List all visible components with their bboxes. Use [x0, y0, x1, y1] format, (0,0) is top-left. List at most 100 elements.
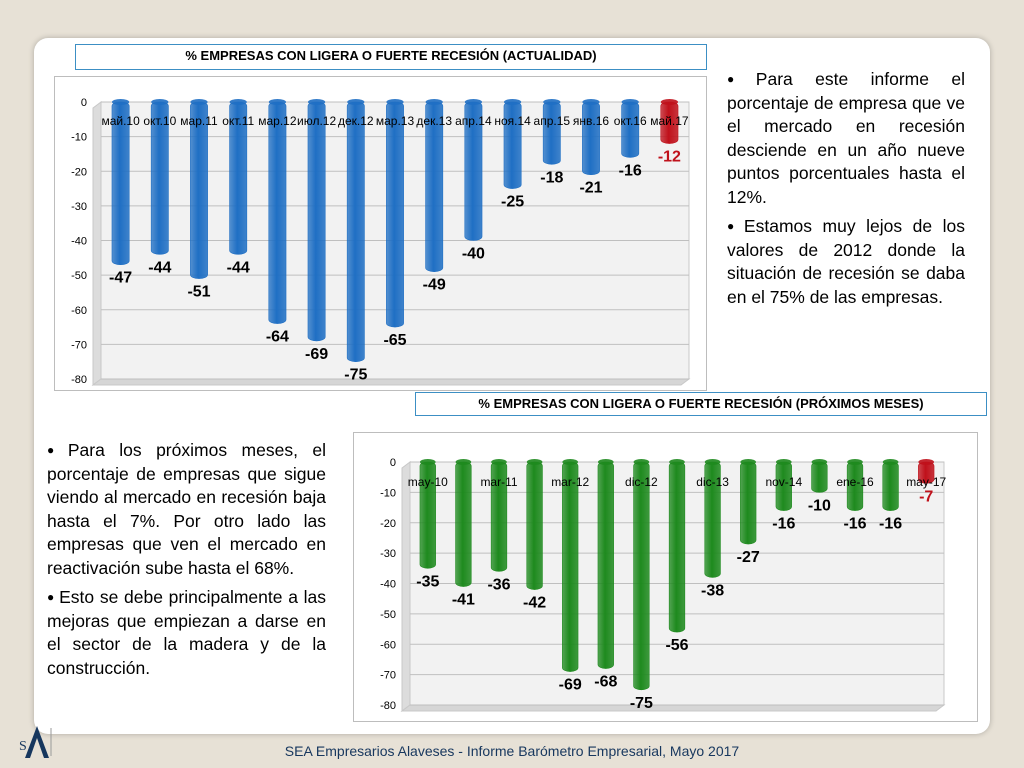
x-tick-label: янв.16 — [573, 114, 610, 128]
bar-cap — [307, 99, 326, 105]
data-label: -38 — [701, 582, 724, 599]
bullet-top-1-text: Para este informe el porcentaje de empre… — [727, 69, 966, 207]
bar-cap — [918, 459, 935, 465]
x-tick-label: dic-13 — [696, 475, 729, 489]
x-tick-label: апр.15 — [534, 114, 571, 128]
chart-current: 0 -10 -20 -30 -40 -50 -60 -70 -80 май.10 -47 окт.10… — [54, 76, 707, 391]
plot-floor — [91, 378, 691, 386]
y-tick-label: -80 — [380, 700, 396, 712]
data-label: -75 — [630, 695, 653, 712]
data-label: -51 — [187, 284, 210, 301]
bar-cap — [455, 459, 472, 465]
y-tick-label: -50 — [71, 270, 87, 282]
data-label: -75 — [344, 367, 367, 384]
data-label: -49 — [423, 277, 446, 294]
y-tick-label: -40 — [380, 579, 396, 591]
bullet-top-2-text: Estamos muy lejos de los valores de 2012… — [727, 216, 965, 307]
bar — [633, 461, 650, 691]
bar — [386, 101, 404, 328]
data-label: -18 — [540, 169, 563, 186]
data-label: -16 — [619, 162, 642, 179]
data-label: -69 — [305, 346, 328, 363]
x-tick-label: ene-16 — [836, 475, 874, 489]
data-label: -21 — [579, 180, 602, 197]
bar-cap — [660, 99, 679, 105]
bar — [268, 101, 287, 324]
y-tick-label: -10 — [71, 132, 87, 144]
y-tick-label: -70 — [380, 670, 396, 682]
bar-cap — [347, 99, 365, 105]
bullet-bottom-2: ● Esto se debe principalmente a las mejor… — [47, 586, 326, 680]
chart-title-next: % EMPRESAS CON LIGERA O FUERTE RECESIÓN … — [415, 392, 987, 416]
bullet-bottom-1-text: Para los próximos meses, el porcentaje d… — [47, 440, 326, 578]
chart-next-svg: 0 -10 -20 -30 -40 -50 -60 -70 -80 may-10 -35 -41 mar… — [380, 457, 947, 712]
bullet-dot-icon: ● — [727, 219, 740, 233]
bar-cap — [464, 99, 483, 105]
x-tick-label: mar-11 — [480, 475, 517, 489]
bar-cap — [562, 459, 579, 465]
data-label: -47 — [109, 270, 132, 287]
bar-cap — [621, 99, 639, 105]
data-label: -7 — [919, 488, 933, 505]
bullet-bottom-1: ● Para los próximos meses, el porcentaje … — [47, 439, 326, 580]
x-tick-label: дек.12 — [338, 114, 374, 128]
bar — [668, 461, 686, 633]
bar-cap — [268, 99, 287, 105]
x-tick-label: may-17 — [906, 475, 946, 489]
data-label: -16 — [879, 516, 902, 533]
x-tick-label: мар.11 — [180, 114, 218, 128]
bar — [740, 461, 757, 545]
bar-cap — [740, 459, 757, 465]
bar-cap — [811, 459, 828, 465]
bar — [621, 101, 640, 158]
bar — [526, 461, 543, 590]
bar — [811, 461, 828, 493]
bar-cap — [775, 459, 792, 465]
bar-cap — [491, 459, 507, 465]
bar — [307, 101, 326, 342]
plot-floor — [400, 704, 946, 712]
x-tick-label: mar-12 — [551, 475, 589, 489]
bar-cap — [111, 99, 130, 105]
bar — [346, 101, 365, 362]
y-tick-label: -20 — [71, 166, 87, 178]
y-tick-label: -60 — [71, 305, 87, 317]
bar-cap — [704, 459, 721, 465]
bar — [882, 461, 899, 511]
bar — [542, 101, 561, 165]
data-label: -27 — [737, 549, 760, 566]
data-label: -12 — [658, 149, 681, 166]
bar-cap — [847, 459, 863, 465]
bar — [455, 461, 472, 587]
data-label: -36 — [487, 576, 510, 593]
bar-cap — [526, 459, 543, 465]
x-tick-label: окт.10 — [143, 114, 176, 128]
y-tick-label: -20 — [380, 518, 396, 530]
data-label: -69 — [559, 677, 582, 694]
data-label: -65 — [383, 332, 406, 349]
x-tick-label: окт.11 — [222, 114, 254, 128]
data-label: -40 — [462, 246, 485, 263]
bar-cap — [633, 459, 650, 465]
chart-title-current: % EMPRESAS CON LIGERA O FUERTE RECESIÓN … — [75, 44, 707, 70]
x-tick-label: май.17 — [650, 114, 689, 128]
data-label: -44 — [227, 259, 250, 276]
x-tick-label: ноя.14 — [494, 114, 531, 128]
plot-side-wall — [401, 461, 411, 712]
bar-cap — [151, 99, 169, 105]
bar-cap — [582, 99, 600, 105]
x-tick-label: dic-12 — [625, 475, 658, 489]
data-label: -68 — [594, 674, 617, 691]
y-tick-label: -60 — [380, 639, 396, 651]
bar-cap — [425, 99, 443, 105]
bar — [190, 101, 208, 279]
x-tick-label: мар.13 — [376, 114, 415, 128]
data-label: -25 — [501, 194, 524, 211]
y-tick-label: -30 — [71, 201, 87, 213]
y-tick-label: -50 — [380, 609, 396, 621]
x-tick-label: окт.16 — [614, 114, 647, 128]
data-label: -44 — [148, 259, 171, 276]
bullets-top: ● Para este informe el porcentaje de empr… — [727, 68, 965, 315]
bar-cap — [543, 99, 561, 105]
x-tick-label: июл.12 — [297, 114, 336, 128]
